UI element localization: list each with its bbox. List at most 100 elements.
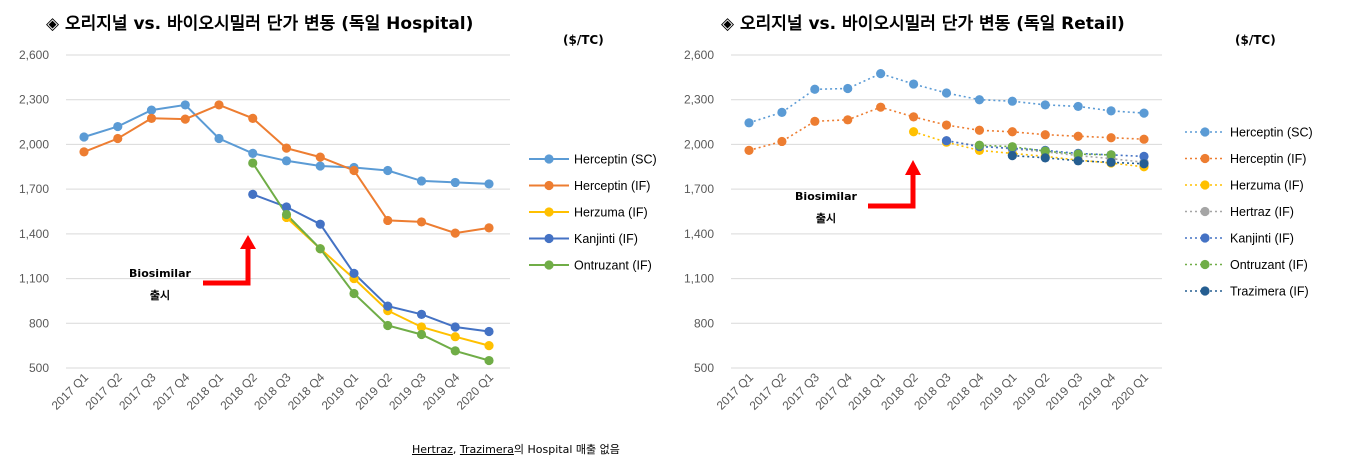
data-point (416, 217, 427, 227)
legend-label: Ontruzant (IF) (574, 259, 652, 273)
data-point (248, 189, 258, 199)
data-point (1007, 96, 1017, 106)
data-point (315, 244, 325, 254)
legend-label: Hertraz (IF) (1230, 205, 1294, 219)
y-tick-label: 1,700 (684, 182, 714, 196)
data-point (777, 136, 787, 147)
legend-label: Herceptin (IF) (574, 179, 650, 193)
legend-label: Herceptin (IF) (1230, 152, 1306, 166)
data-point (113, 121, 123, 132)
series-lines (83, 103, 490, 362)
unit-label: ($/TC) (563, 33, 604, 47)
y-tick-label: 2,600 (19, 48, 49, 62)
y-tick-label: 1,100 (684, 272, 714, 286)
data-point (1040, 130, 1050, 140)
data-point (810, 116, 820, 126)
data-point (941, 120, 952, 130)
legend-marker (544, 260, 554, 270)
data-point (79, 132, 89, 142)
y-tick-label: 1,100 (19, 272, 49, 286)
data-point (1073, 156, 1083, 166)
data-point (79, 147, 89, 157)
data-point (484, 326, 494, 337)
data-point (281, 202, 292, 212)
data-point (1040, 146, 1050, 156)
x-tick-label: 2020 Q1 (1109, 370, 1152, 413)
biosimilar-annotation: Biosimilar 출시 (129, 235, 256, 302)
footnote: Hertraz, Trazimera의 Hospital 매출 없음 (412, 441, 620, 457)
footnote-trazimera: Trazimera (459, 443, 514, 456)
data-point (843, 83, 853, 94)
data-point (810, 84, 820, 94)
data-point (281, 209, 292, 220)
legend-label: Herceptin (SC) (1230, 126, 1313, 140)
series-points (79, 100, 494, 366)
y-tick-label: 2,600 (684, 48, 714, 62)
data-point (1007, 151, 1017, 161)
series-lines (748, 72, 1145, 168)
y-tick-label: 800 (694, 316, 714, 330)
data-point (1040, 153, 1050, 163)
data-point (908, 127, 919, 137)
legend-marker (1200, 206, 1210, 217)
series-line (748, 72, 1145, 124)
data-point (315, 219, 325, 229)
y-tick-label: 1,400 (19, 227, 49, 241)
data-point (416, 322, 427, 332)
data-point (416, 309, 427, 319)
annotation-line1: Biosimilar (795, 190, 857, 203)
legend-label: Kanjinti (IF) (1230, 232, 1294, 246)
legend: Herceptin (SC) Herceptin (IF) Herzuma (IF)… (1185, 126, 1313, 299)
data-point (1073, 101, 1083, 112)
data-point (383, 301, 393, 311)
data-point (450, 228, 460, 238)
data-point (450, 332, 460, 342)
data-point (908, 112, 919, 122)
data-point (315, 152, 325, 162)
data-point (383, 320, 393, 331)
legend-marker (544, 154, 554, 164)
legend-label: Herzuma (IF) (574, 206, 648, 220)
data-point (1106, 106, 1116, 116)
data-point (1139, 151, 1149, 161)
data-point (1139, 108, 1149, 118)
footnote-hertraz: Hertraz (412, 443, 453, 456)
arrow-head-icon (905, 160, 921, 175)
data-point (416, 176, 427, 186)
data-point (146, 105, 157, 115)
y-tick-label: 1,700 (19, 182, 49, 196)
data-point (180, 100, 190, 110)
data-point (416, 329, 427, 340)
arrow-icon (203, 247, 251, 286)
data-point (214, 133, 224, 144)
y-tick-label: 2,300 (19, 93, 49, 107)
legend-marker (544, 233, 554, 244)
chart-title: ◈ 오리지널 vs. 바이오시밀러 단가 변동 (독일 Retail) (721, 13, 1125, 34)
legend-marker (1200, 233, 1210, 243)
series-line (252, 193, 490, 333)
arrow-head-icon (240, 235, 256, 249)
y-tick-label: 2,000 (19, 137, 49, 151)
y-tick-label: 500 (694, 361, 714, 375)
data-point (383, 215, 393, 226)
legend-marker (1200, 127, 1210, 137)
data-point (383, 165, 393, 176)
data-point (484, 355, 494, 366)
series-points (744, 69, 1149, 172)
annotation-line2: 출시 (150, 288, 170, 302)
footnote-sep: , (452, 443, 460, 456)
data-point (908, 79, 919, 89)
data-point (744, 118, 754, 128)
legend-marker (544, 207, 554, 217)
x-tick-label: 2020 Q1 (454, 370, 497, 413)
data-point (1139, 159, 1149, 169)
series-line (913, 131, 1145, 168)
data-point (1106, 133, 1116, 143)
data-point (146, 113, 157, 123)
legend-label: Herzuma (IF) (1230, 179, 1304, 193)
y-axis: 2,600 2,300 2,000 1,700 1,400 1,100 800 500 (684, 48, 714, 375)
data-point (1073, 149, 1083, 159)
